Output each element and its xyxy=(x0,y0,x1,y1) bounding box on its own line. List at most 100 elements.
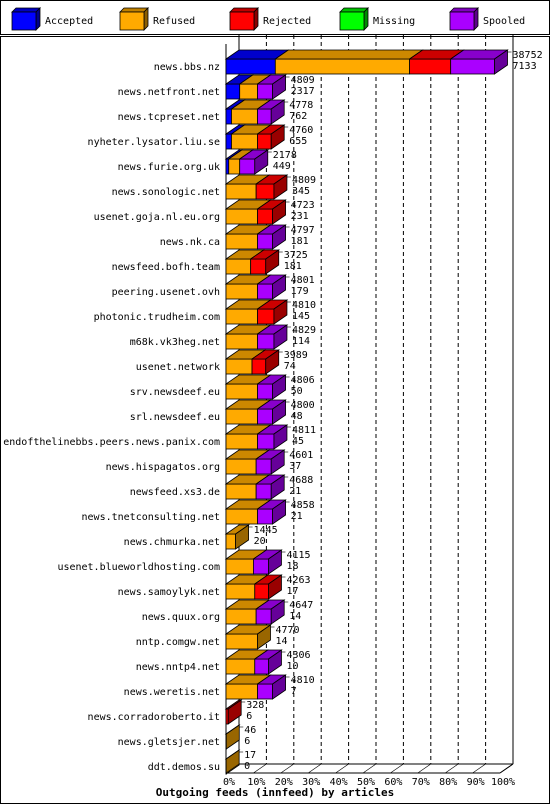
bar-segment-accepted xyxy=(225,133,232,150)
bar-segment-refused xyxy=(231,133,258,150)
bar-segment-refused xyxy=(225,383,258,400)
bar-segment-spooled xyxy=(254,658,269,675)
value-label-total: 4809 xyxy=(292,175,316,186)
value-label-total: 38752 xyxy=(513,50,543,61)
row-name: news.nntp4.net xyxy=(136,662,220,673)
bar-segment-spooled xyxy=(257,233,273,250)
bar-side xyxy=(272,224,286,250)
value-label-total: 3989 xyxy=(284,350,308,361)
value-label-second: 179 xyxy=(291,286,309,297)
x-tick-label: 50% xyxy=(357,777,375,788)
legend-swatch-side xyxy=(473,7,479,31)
bar-side xyxy=(270,474,285,500)
x-tick-mark xyxy=(253,763,267,774)
x-tick-mark xyxy=(472,763,486,774)
row-name: photonic.trudheim.com xyxy=(94,312,220,323)
value-label-total: 4778 xyxy=(289,100,313,111)
bar-segment-top-refused xyxy=(274,49,424,60)
x-tick-label: 20% xyxy=(275,777,293,788)
value-label-total: 328 xyxy=(246,700,264,711)
bar-segment-rejected xyxy=(254,583,269,600)
row-name: news.tcpreset.net xyxy=(118,112,220,123)
value-label-total: 1445 xyxy=(254,525,278,536)
row-name: news.sonologic.net xyxy=(112,187,220,198)
value-label-total: 4801 xyxy=(291,275,315,286)
row-name: usenet.goja.nl.eu.org xyxy=(94,212,220,223)
value-label-total: 4688 xyxy=(289,475,313,486)
value-label-total: 17 xyxy=(244,750,256,761)
bar-segment-spooled xyxy=(257,83,273,100)
bar-segment-refused xyxy=(225,333,258,350)
row-name: news.samoylyk.net xyxy=(118,587,220,598)
value-label-total: 4810 xyxy=(292,300,316,311)
bar-side xyxy=(272,199,286,225)
legend-swatch-side xyxy=(143,7,149,31)
bar-side xyxy=(272,274,286,300)
x-axis: 0% 10% 20% 30% 40% 50% 60% 70% 80% 90% 100% xyxy=(223,763,515,788)
row-name: usenet.network xyxy=(136,362,220,373)
bar-segment-spooled xyxy=(257,508,273,525)
legend-swatch xyxy=(339,11,365,31)
legend-label: Accepted xyxy=(45,16,93,27)
value-label-second: 655 xyxy=(289,136,307,147)
bar-segment-refused xyxy=(225,233,258,250)
legend-swatch-top xyxy=(229,7,259,13)
legend-swatch xyxy=(229,11,255,31)
bar-segment-accepted xyxy=(225,58,276,75)
bar-segment-spooled xyxy=(257,433,275,450)
row-name: news.tnetconsulting.net xyxy=(82,512,220,523)
value-label-total: 4858 xyxy=(291,500,315,511)
value-label-second: 45 xyxy=(292,436,304,447)
value-label-second: 50 xyxy=(291,386,303,397)
bar-side xyxy=(272,499,286,525)
x-tick-mark xyxy=(280,763,294,774)
bar-side xyxy=(265,349,280,375)
bar-segment-spooled xyxy=(255,483,272,500)
bar-segment-refused xyxy=(225,633,258,650)
value-label-second: 17 xyxy=(286,586,298,597)
bar-segment-refused xyxy=(225,608,257,625)
row-name: news.gletsjer.net xyxy=(118,737,220,748)
value-label-total: 4829 xyxy=(292,325,316,336)
bar-segment-accepted xyxy=(225,158,230,175)
x-tick-mark xyxy=(308,763,322,774)
bar-segment-refused xyxy=(225,658,256,675)
bar-side xyxy=(268,649,282,675)
bar-segment-spooled xyxy=(257,408,273,425)
bar-side xyxy=(225,749,240,775)
value-label-second: 114 xyxy=(292,336,310,347)
row-name: peering.usenet.ovh xyxy=(112,287,220,298)
legend-swatch xyxy=(449,11,475,31)
value-label-second: 7 xyxy=(291,686,297,697)
bar-segment-refused xyxy=(228,158,241,175)
bar-side xyxy=(270,449,285,475)
value-label-second: 37 xyxy=(289,461,301,472)
row-name: m68k.vk3heg.net xyxy=(130,337,220,348)
value-label-second: 6 xyxy=(244,736,250,747)
row-name: srv.newsdeef.eu xyxy=(130,387,220,398)
row-name: newsfeed.xs3.de xyxy=(130,487,220,498)
x-tick-label: 90% xyxy=(467,777,485,788)
value-label-second: 181 xyxy=(284,261,302,272)
value-label-second: 181 xyxy=(291,236,309,247)
legend-label: Rejected xyxy=(263,16,311,27)
bar-side xyxy=(272,74,286,100)
bar-segment-spooled xyxy=(257,383,273,400)
value-label-second: 2317 xyxy=(291,86,315,97)
bar-side xyxy=(273,174,288,200)
value-label-second: 449 xyxy=(273,161,291,172)
bar-segment-refused xyxy=(225,258,252,275)
bar-segment-rejected xyxy=(250,258,267,275)
value-label-second: 20 xyxy=(254,536,266,547)
bar-segment-accepted xyxy=(225,83,241,100)
bar-side xyxy=(494,49,508,75)
bar-side xyxy=(270,599,285,625)
row-name: news.quux.org xyxy=(142,612,220,623)
bar-side xyxy=(272,674,286,700)
x-tick-label: 100% xyxy=(491,777,515,788)
bar-segment-rejected xyxy=(257,133,272,150)
legend-swatch-top xyxy=(339,7,369,13)
value-label-second: 7133 xyxy=(513,61,537,72)
row-name: srl.newsdeef.eu xyxy=(130,412,220,423)
value-label-total: 4810 xyxy=(291,675,315,686)
